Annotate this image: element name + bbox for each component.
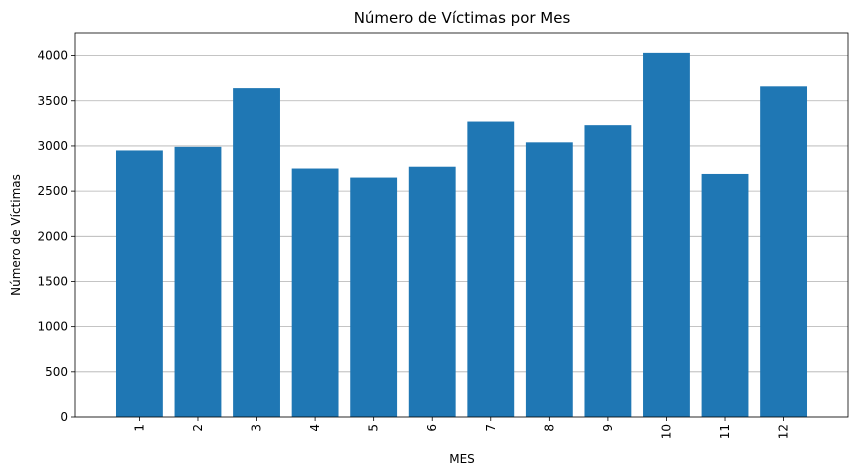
- bar-month-1: [115, 150, 163, 418]
- y-tick-label-4000: 4000: [37, 49, 68, 63]
- bar-month-4: [291, 168, 339, 417]
- x-tick-label-12: 12: [777, 424, 791, 439]
- x-tick-label-9: 9: [601, 424, 615, 432]
- bar-month-7: [467, 121, 515, 417]
- x-tick-label-1: 1: [132, 424, 146, 432]
- x-tick-label-7: 7: [484, 424, 498, 432]
- y-axis-ticks: 0 500 1000 1500 2000 2500 3000 3500 4000: [37, 49, 75, 424]
- x-axis-ticks: 1 2 3 4 5 6 7 8 9 10 11 12: [132, 417, 791, 439]
- y-tick-label-2500: 2500: [37, 184, 68, 198]
- bars: [115, 52, 808, 418]
- bar-month-3: [233, 88, 280, 417]
- bar-month-2: [174, 146, 222, 417]
- y-tick-label-0: 0: [60, 410, 68, 424]
- bar-month-10: [643, 52, 690, 417]
- y-tick-label-1500: 1500: [37, 274, 68, 288]
- x-tick-label-4: 4: [308, 424, 322, 432]
- bar-month-9: [584, 125, 632, 417]
- y-tick-label-1000: 1000: [37, 320, 68, 334]
- x-tick-label-10: 10: [659, 424, 673, 439]
- x-tick-label-6: 6: [425, 424, 439, 432]
- x-tick-label-11: 11: [718, 424, 732, 439]
- y-tick-label-2000: 2000: [37, 229, 68, 243]
- bar-month-8: [525, 142, 573, 417]
- bar-month-5: [350, 177, 398, 417]
- y-tick-label-3000: 3000: [37, 139, 68, 153]
- bar-month-12: [760, 86, 808, 418]
- x-tick-label-2: 2: [191, 424, 205, 432]
- bar-month-6: [408, 166, 456, 417]
- bar-month-11: [701, 173, 749, 417]
- x-tick-label-5: 5: [367, 424, 381, 432]
- plot-frame: [74, 32, 849, 418]
- y-tick-label-500: 500: [45, 365, 68, 379]
- y-tick-label-3500: 3500: [37, 94, 68, 108]
- axes: [74, 32, 849, 418]
- x-axis-label: MES: [449, 452, 475, 466]
- x-tick-label-8: 8: [542, 424, 556, 432]
- x-tick-label-3: 3: [250, 424, 264, 432]
- y-axis-label: Número de Víctimas: [9, 174, 23, 296]
- chart-title: Número de Víctimas por Mes: [354, 9, 571, 27]
